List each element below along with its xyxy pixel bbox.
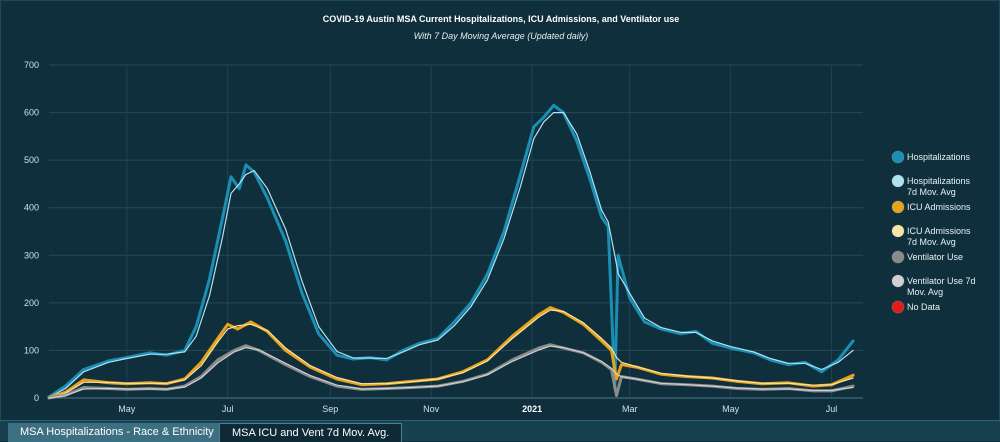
y-tick-label: 400 [24, 203, 39, 213]
x-tick-label: May [118, 404, 136, 414]
legend-label: Mov. Avg [907, 287, 943, 297]
x-tick-label: Nov [423, 404, 440, 414]
y-tick-label: 500 [24, 155, 39, 165]
legend-swatch [891, 224, 905, 238]
legend-swatch [891, 150, 905, 164]
tab-bar: MSA Hospitalizations - Race & Ethnicity … [0, 420, 1000, 442]
series-line-ventilator-use [47, 343, 855, 400]
grid [49, 64, 863, 399]
legend-swatch [891, 174, 905, 188]
chart-title: COVID-19 Austin MSA Current Hospitalizat… [322, 14, 680, 24]
x-axis: May Jul Sep Nov 2021 Mar May Jul [118, 404, 837, 414]
y-tick-label: 200 [24, 298, 39, 308]
x-tick-label: May [722, 404, 740, 414]
x-tick-label: 2021 [522, 404, 542, 414]
legend-item[interactable]: Ventilator Use [891, 250, 963, 264]
legend-label: 7d Mov. Avg [907, 237, 956, 247]
legend-label: Ventilator Use 7d [907, 276, 976, 286]
legend-label: Hospitalizations [907, 152, 971, 162]
y-axis: 0 100 200 300 400 500 600 700 [24, 60, 39, 403]
legend-swatch [891, 250, 905, 264]
x-tick-label: Jul [222, 404, 234, 414]
legend-label: 7d Mov. Avg [907, 187, 956, 197]
legend-label: ICU Admissions [907, 226, 971, 236]
legend-item[interactable]: No Data [891, 300, 940, 314]
legend-label: No Data [907, 302, 940, 312]
x-tick-label: Sep [322, 404, 338, 414]
tab-race-ethnicity[interactable]: MSA Hospitalizations - Race & Ethnicity [8, 423, 226, 442]
series-lines [47, 103, 855, 400]
series-line-hospitalizations-7d-mov-avg [48, 112, 854, 399]
y-tick-label: 0 [34, 393, 39, 403]
tab-icu-vent[interactable]: MSA ICU and Vent 7d Mov. Avg. [219, 423, 403, 442]
legend-swatch [891, 200, 905, 214]
legend-label: Ventilator Use [907, 252, 963, 262]
legend-item[interactable]: Hospitalizations [891, 150, 971, 164]
legend-item[interactable]: ICU Admissions [891, 200, 971, 214]
chart-subtitle: With 7 Day Moving Average (Updated daily… [413, 31, 589, 41]
legend-swatch [891, 274, 905, 288]
series-line-hospitalizations [47, 103, 855, 399]
x-tick-label: Jul [826, 404, 838, 414]
legend-label: Hospitalizations [907, 176, 971, 186]
series-line-ventilator-use-7d-mov-avg [48, 345, 854, 399]
y-tick-label: 300 [24, 250, 39, 260]
y-tick-label: 100 [24, 345, 39, 355]
series-line-icu-admissions-7d-mov-avg [48, 309, 854, 399]
legend-swatch [891, 300, 905, 314]
y-tick-label: 700 [24, 60, 39, 70]
x-tick-label: Mar [622, 404, 638, 414]
legend-label: ICU Admissions [907, 202, 971, 212]
y-tick-label: 600 [24, 108, 39, 118]
